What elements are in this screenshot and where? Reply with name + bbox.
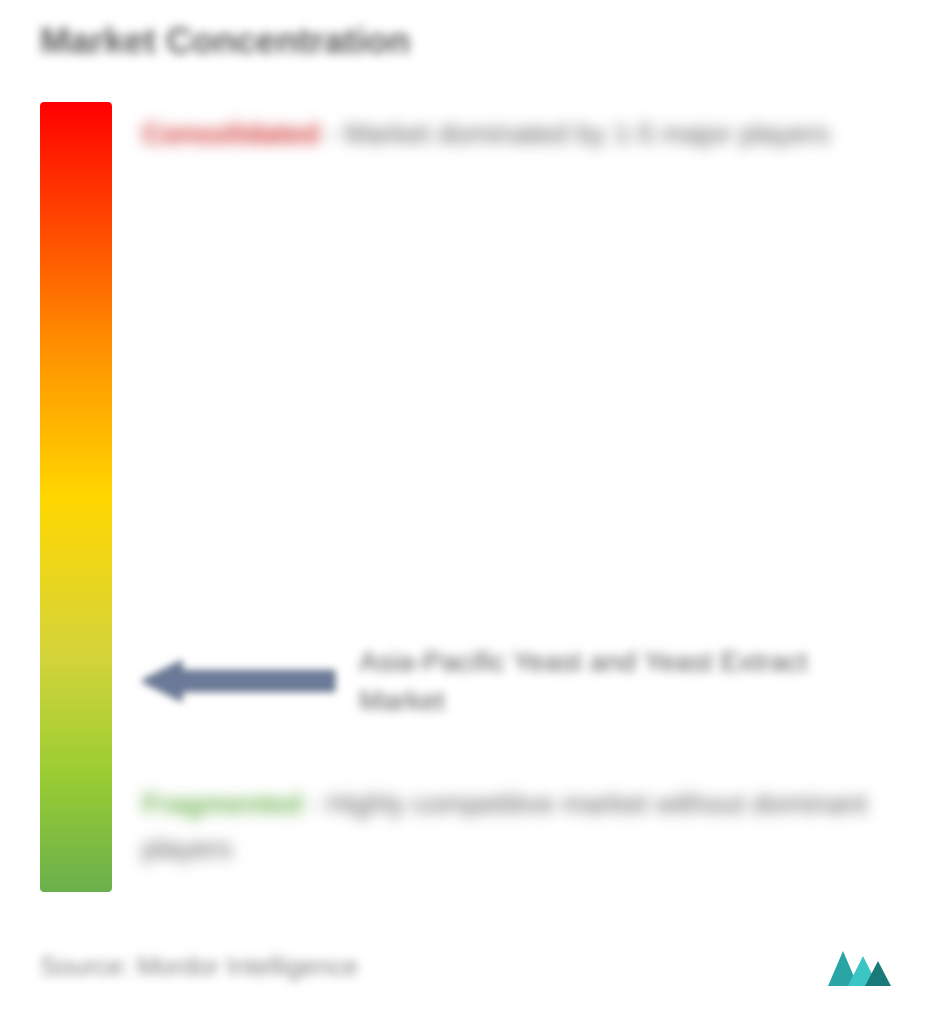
source-attribution: Source: Mordor Intelligence [40,951,358,982]
market-position-row: Asia-Pacific Yeast and Yeast Extract Mar… [142,642,893,720]
content-area: Consolidated - Market dominated by 1-5 m… [40,102,893,922]
consolidated-description: - Market dominated by 1-5 major players [327,118,830,149]
left-arrow-icon [142,656,339,706]
market-name-label: Asia-Pacific Yeast and Yeast Extract Mar… [359,642,893,720]
fragmented-block: Fragmented - Highly competitive market w… [142,782,893,872]
consolidated-block: Consolidated - Market dominated by 1-5 m… [142,112,893,157]
text-column: Consolidated - Market dominated by 1-5 m… [142,102,893,922]
page-title: Market Concentration [40,20,893,62]
fragmented-label: Fragmented [142,788,302,819]
consolidated-label: Consolidated [142,118,319,149]
mordor-logo-icon [823,941,893,991]
concentration-gradient-bar [40,102,112,892]
footer: Source: Mordor Intelligence [40,941,893,991]
